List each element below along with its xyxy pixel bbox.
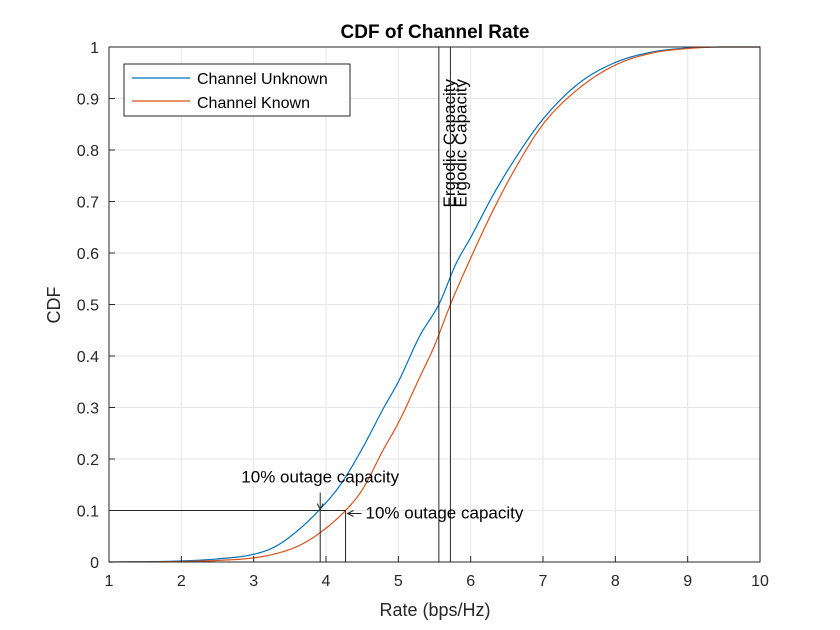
legend: Channel Unknown Channel Known bbox=[123, 63, 351, 117]
x-tick-label: 4 bbox=[322, 573, 331, 590]
x-tick-label: 2 bbox=[177, 573, 186, 590]
outage-capacity-label: 10% outage capacity bbox=[366, 504, 524, 523]
series-line-channel-known bbox=[108, 46, 760, 563]
y-tick-label: 0.8 bbox=[77, 143, 99, 160]
y-tick-label: 0.2 bbox=[77, 452, 99, 469]
y-tick-label: 0 bbox=[90, 555, 99, 572]
ergodic-capacity-label: Ergodic Capacity bbox=[440, 78, 459, 207]
x-tick-label: 9 bbox=[683, 573, 692, 590]
y-tick-label: 0.6 bbox=[77, 246, 99, 263]
x-tick-label: 7 bbox=[539, 573, 548, 590]
ergodic-capacity-label: Ergodic Capacity bbox=[451, 78, 470, 207]
ticks-layer bbox=[108, 46, 761, 563]
x-tick-label: 6 bbox=[466, 573, 475, 590]
outage-capacity-label: 10% outage capacity bbox=[241, 468, 399, 487]
legend-label-channel-known: Channel Known bbox=[197, 95, 310, 112]
annotations: 10% outage capacity 10% outage capacity bbox=[241, 468, 524, 523]
x-tick-label: 5 bbox=[394, 573, 403, 590]
x-axis-label: Rate (bps/Hz) bbox=[379, 600, 490, 620]
y-tick-label: 1 bbox=[90, 40, 99, 57]
legend-label-channel-unknown: Channel Unknown bbox=[197, 71, 328, 88]
x-tick-label: 8 bbox=[611, 573, 620, 590]
y-tick-label: 0.1 bbox=[77, 504, 99, 521]
y-tick-label: 0.9 bbox=[77, 92, 99, 109]
y-tick-label: 0.4 bbox=[77, 349, 99, 366]
y-tick-label: 0.3 bbox=[77, 401, 99, 418]
legend-box bbox=[123, 63, 351, 117]
y-tick-label: 0.5 bbox=[77, 298, 99, 315]
x-tick-label: 10 bbox=[751, 573, 769, 590]
tick-labels: 1 2 3 4 5 6 7 8 9 10 0 0.1 0.2 0.3 0.4 0.5 0.6 0.7 0.8 0.9 1 bbox=[77, 40, 769, 590]
series-line-channel-unknown bbox=[108, 46, 760, 563]
y-tick-label: 0.7 bbox=[77, 195, 99, 212]
x-tick-label: 1 bbox=[105, 573, 114, 590]
y-axis-label: CDF bbox=[44, 287, 64, 324]
chart-title: CDF of Channel Rate bbox=[341, 22, 530, 43]
outage-arrow-head bbox=[316, 503, 324, 511]
outage-arrow-head bbox=[346, 510, 354, 517]
series-layer bbox=[108, 46, 760, 563]
x-tick-label: 3 bbox=[249, 573, 258, 590]
